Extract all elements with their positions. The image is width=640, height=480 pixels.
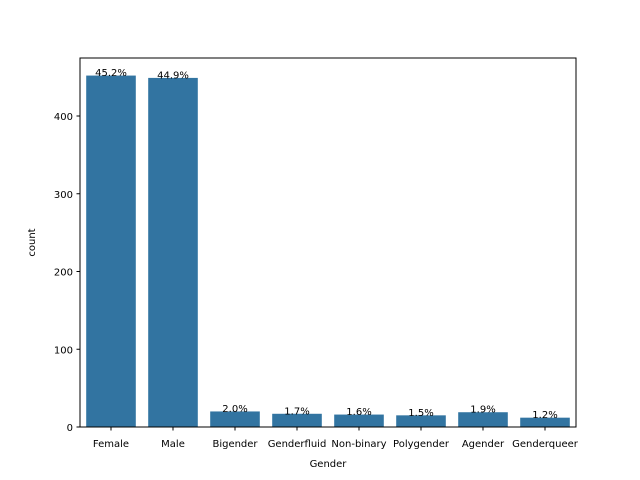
data-label-agender: 1.9% xyxy=(470,405,495,416)
bars-group xyxy=(86,75,570,428)
x-tick-label: Non-binary xyxy=(331,439,386,450)
x-tick-label: Female xyxy=(93,439,129,450)
bar-male xyxy=(148,77,198,427)
bar-female xyxy=(86,75,136,428)
bar-agender xyxy=(458,412,508,427)
x-axis: Female Male Bigender Genderfluid Non-binary P… xyxy=(93,427,579,450)
bar-bigender xyxy=(210,411,260,427)
data-label-polygender: 1.5% xyxy=(408,408,433,419)
x-tick-label: Genderfluid xyxy=(268,439,327,450)
x-tick-label: Male xyxy=(161,439,185,450)
bar-non-binary xyxy=(334,414,384,427)
y-axis: 0 100 200 300 400 xyxy=(54,112,80,434)
x-tick-label: Polygender xyxy=(393,439,450,450)
data-labels-group: 45.2% 44.9% 2.0% 1.7% 1.6% 1.5% 1.9% 1.2% xyxy=(95,68,558,421)
data-label-genderfluid: 1.7% xyxy=(284,406,309,417)
x-tick-label: Bigender xyxy=(212,439,258,450)
y-tick-label: 200 xyxy=(54,268,73,279)
plot-frame xyxy=(79,57,577,428)
y-tick-label: 300 xyxy=(54,190,73,201)
y-axis-label: count xyxy=(27,228,38,256)
data-label-genderqueer: 1.2% xyxy=(532,410,557,421)
y-tick-label: 400 xyxy=(54,112,73,123)
x-tick-label: Genderqueer xyxy=(512,439,579,450)
bar-polygender xyxy=(396,415,446,427)
y-tick-label: 0 xyxy=(67,423,73,434)
data-label-female: 45.2% xyxy=(95,68,127,79)
data-label-bigender: 2.0% xyxy=(222,404,247,415)
bar-genderfluid xyxy=(272,413,322,427)
x-axis-label: Gender xyxy=(310,459,348,470)
data-label-male: 44.9% xyxy=(157,70,189,81)
x-tick-label: Agender xyxy=(462,439,505,450)
bar-genderqueer xyxy=(520,417,570,427)
y-tick-label: 100 xyxy=(54,345,73,356)
data-label-non-binary: 1.6% xyxy=(346,407,371,418)
